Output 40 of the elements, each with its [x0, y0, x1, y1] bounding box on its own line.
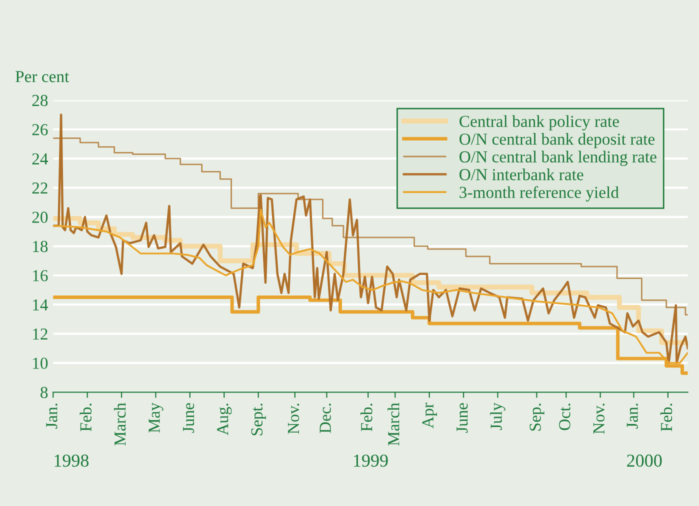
text: 1999 — [354, 454, 388, 467]
text: 1998 — [54, 454, 89, 467]
y-tick-label: 24 — [32, 153, 48, 164]
legend-label: O/N interbank rate — [460, 168, 584, 180]
x-tick-label: Nov. — [593, 404, 605, 434]
x-tick-label: Sept. — [251, 404, 266, 436]
y-tick-label: 10 — [33, 358, 48, 369]
x-tick-label: Apr — [422, 402, 437, 428]
text: 2000 — [627, 454, 662, 467]
x-tick-label: Dec. — [320, 404, 331, 434]
x-tick-label: Nov. — [288, 404, 300, 434]
y-tick-label: 28 — [32, 94, 48, 106]
y-tick-label: 22 — [32, 182, 48, 194]
y-tick-label: 16 — [33, 270, 48, 282]
x-tick-label: Oct. — [559, 404, 570, 430]
x-tick-label: March — [388, 402, 400, 446]
x-tick-label: Jan. — [626, 404, 638, 429]
x-tick-label: Sep. — [530, 404, 544, 431]
x-tick-label: Aug. — [217, 404, 232, 436]
legend-label: 3-month reference yield — [460, 186, 619, 202]
y-tick-label: 14 — [33, 299, 48, 310]
legend-label: O/N central bank lending rate — [460, 150, 656, 166]
x-tick-label: June — [456, 403, 468, 433]
y-tick-label: 12 — [33, 328, 48, 340]
x-tick-label: Feb. — [360, 404, 372, 432]
legend-label: O/N central bank deposit rate — [460, 133, 655, 148]
x-tick-label: March — [114, 402, 126, 446]
legend-label: Central bank policy rate — [460, 115, 619, 130]
x-tick-label: Feb. — [80, 404, 92, 432]
x-tick-label: July — [490, 402, 506, 430]
line-series — [53, 114, 688, 364]
x-tick-label: June — [183, 403, 194, 433]
y-axis-title: Per cent — [16, 71, 70, 82]
x-tick-label: Feb. — [660, 404, 672, 432]
y-tick-label: 8 — [40, 386, 48, 398]
y-tick-label: 20 — [32, 212, 48, 223]
y-tick-label: 26 — [32, 124, 48, 136]
x-tick-label: Jan. — [46, 404, 58, 429]
y-tick-label: 18 — [33, 240, 48, 252]
x-tick-label: May — [148, 402, 164, 433]
